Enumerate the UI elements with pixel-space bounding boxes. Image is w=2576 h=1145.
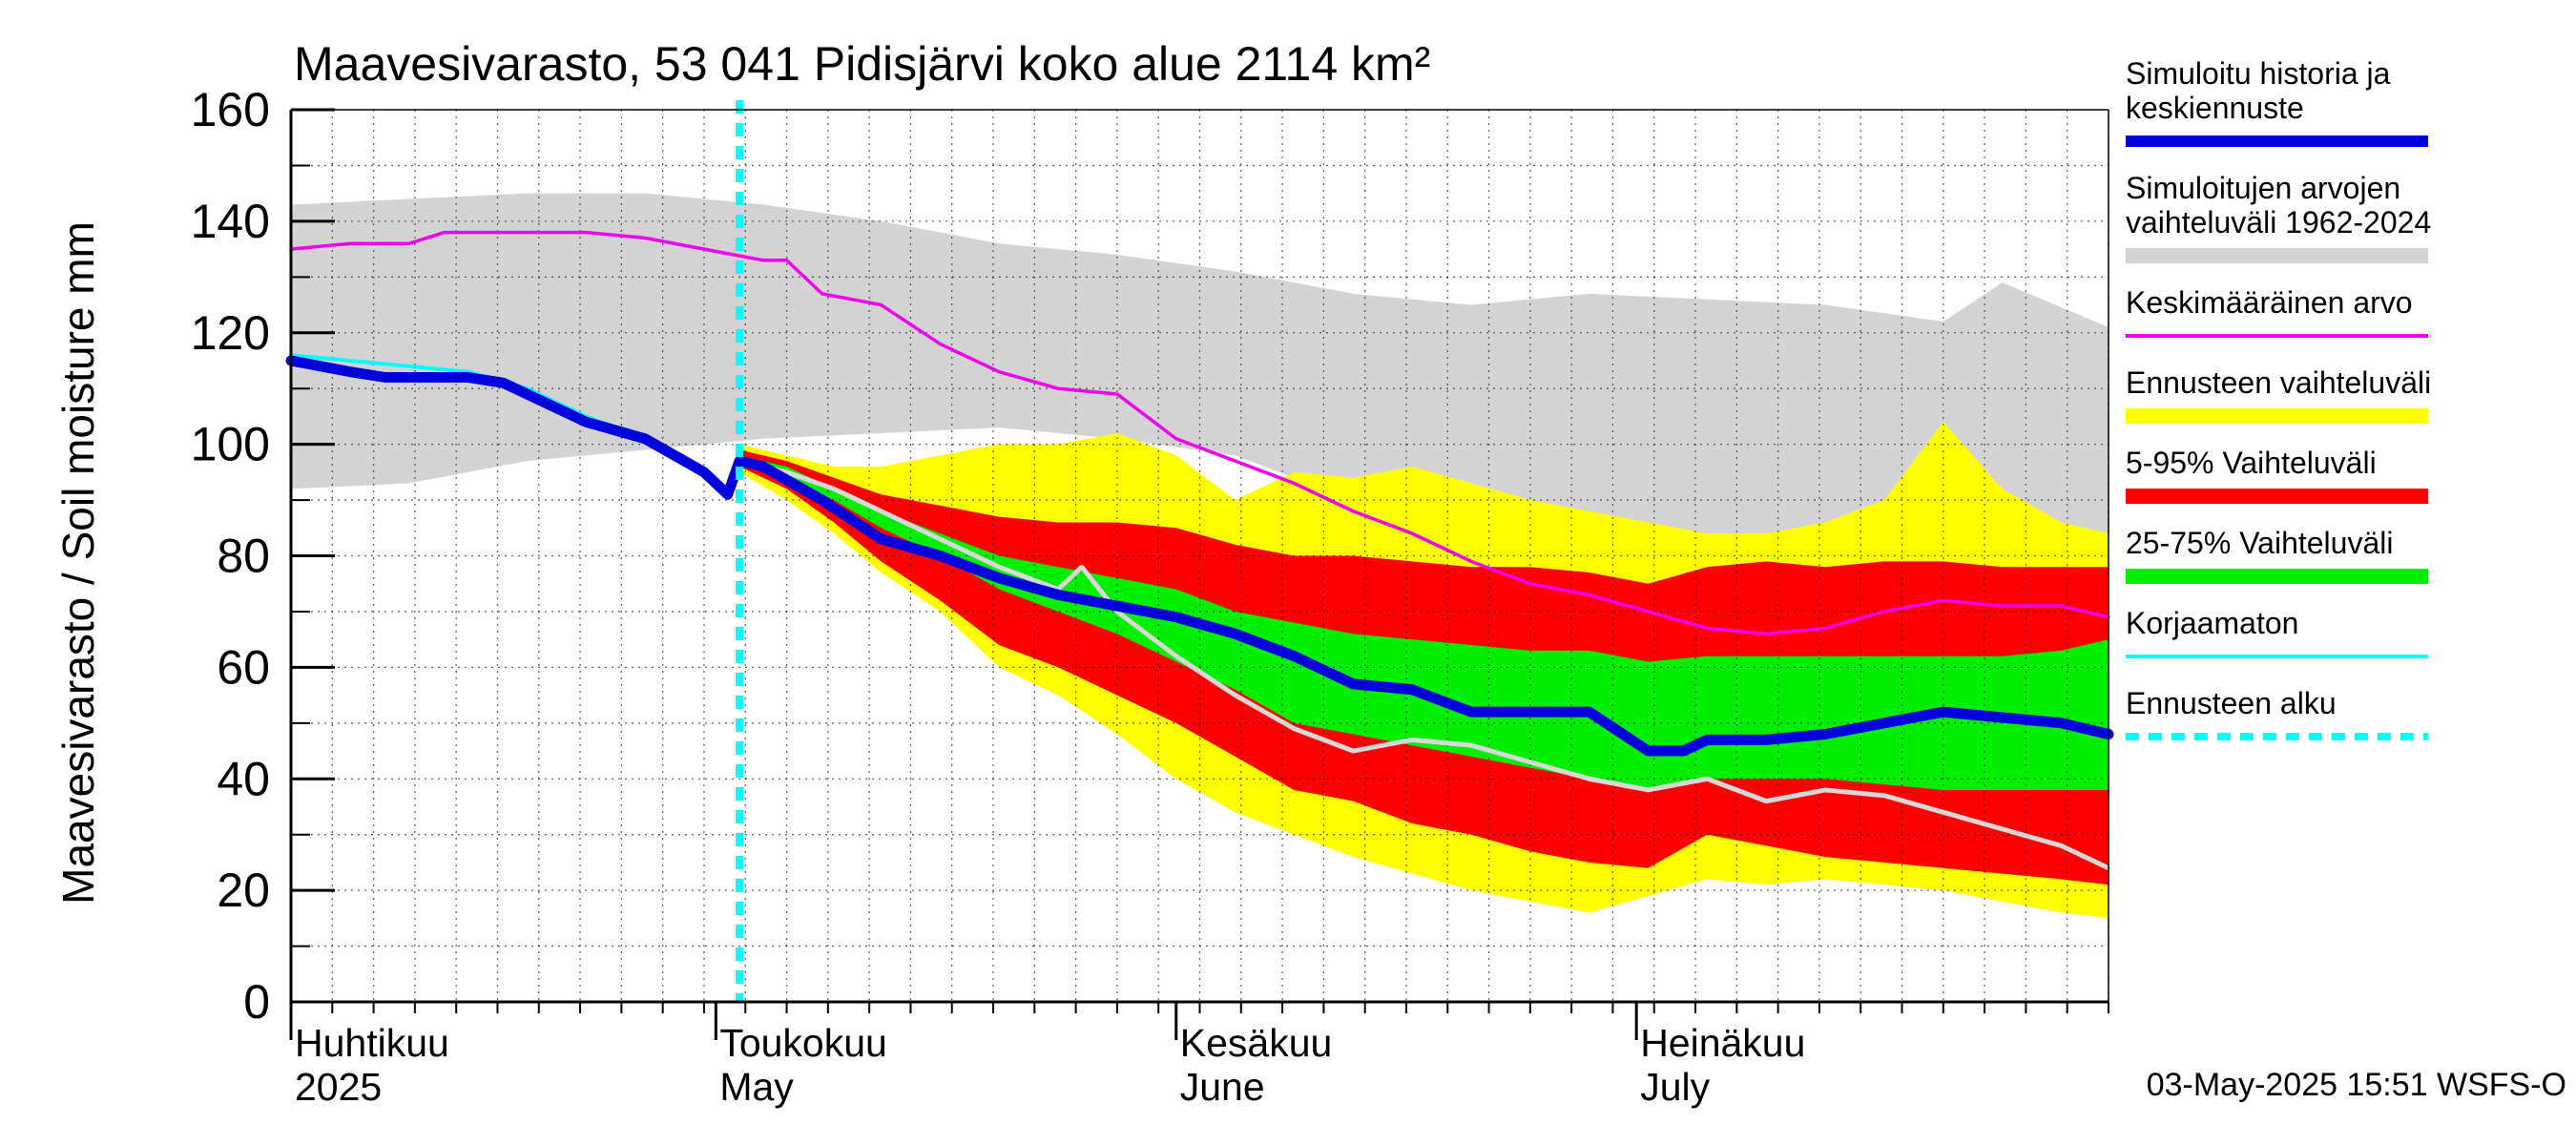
x-month-label: Kesäkuu [1180, 1021, 1333, 1065]
legend-simuloitujen-arvojen-vaihteluvali-1962-2024-text: Simuloitujen arvojen [2126, 171, 2400, 205]
legend-5-95-vaihteluvali: 5-95% Vaihteluväli [2126, 446, 2428, 504]
y-tick-label: 80 [217, 530, 270, 583]
legend-5-95-vaihteluvali-text: 5-95% Vaihteluväli [2126, 446, 2377, 480]
legend-simuloitujen-arvojen-vaihteluvali-1962-2024-text: vaihteluväli 1962-2024 [2126, 205, 2431, 239]
legend-simuloitu-historia-ja-keskiennuste-text: Simuloitu historia ja [2126, 56, 2391, 91]
y-tick-label: 0 [243, 975, 270, 1029]
legend-25-75-vaihteluvali-text: 25-75% Vaihteluväli [2126, 526, 2393, 560]
x-month-label-en: June [1180, 1065, 1265, 1109]
legend-korjaamaton-text: Korjaamaton [2126, 606, 2298, 640]
x-month-label-en: July [1640, 1065, 1710, 1109]
x-month-label: Heinäkuu [1640, 1021, 1805, 1065]
y-tick-label: 60 [217, 640, 270, 694]
y-tick-label: 120 [191, 306, 270, 360]
y-tick-label: 20 [217, 864, 270, 917]
y-tick-label: 100 [191, 418, 270, 471]
y-axis-label: Maavesivarasto / Soil moisture mm [53, 221, 103, 905]
legend-25-75-vaihteluvali: 25-75% Vaihteluväli [2126, 526, 2428, 584]
x-month-label-en: 2025 [295, 1065, 382, 1109]
line-keskimaarainen-arvo [289, 230, 2110, 636]
legend-simuloitu-historia-ja-keskiennuste-text: keskiennuste [2126, 91, 2304, 125]
legend-ennusteen-alku-text: Ennusteen alku [2126, 686, 2337, 720]
legend-keskimaarainen-arvo: Keskimääräinen arvo [2126, 285, 2428, 338]
legend: Simuloitu historia jakeskiennusteSimuloi… [2126, 56, 2431, 740]
line-simuloitu-historia-ja-keskiennuste [285, 355, 2114, 757]
legend-ennusteen-vaihteluvali-text: Ennusteen vaihteluväli [2126, 365, 2431, 400]
y-tick-label: 40 [217, 752, 270, 805]
y-tick-label: 140 [191, 195, 270, 248]
legend-ennusteen-vaihteluvali: Ennusteen vaihteluväli [2126, 365, 2431, 424]
timestamp: 03-May-2025 15:51 WSFS-O [2147, 1067, 2566, 1103]
x-month-label: Huhtikuu [295, 1021, 449, 1065]
x-month-label-en: May [719, 1065, 794, 1109]
y-tick-label: 160 [191, 83, 270, 136]
legend-korjaamaton: Korjaamaton [2126, 606, 2428, 658]
grid-layer [290, 110, 2109, 1002]
band-25-75-vaihteluvali [739, 455, 2109, 790]
line-layer [285, 100, 2114, 1002]
x-month-label: Toukokuu [719, 1021, 887, 1065]
line-mediaani-harmaa [737, 458, 2111, 871]
legend-keskimaarainen-arvo-text: Keskimääräinen arvo [2126, 285, 2413, 320]
chart-title: Maavesivarasto, 53 041 Pidisjärvi koko a… [294, 37, 1430, 91]
legend-ennusteen-alku: Ennusteen alku [2126, 686, 2428, 740]
